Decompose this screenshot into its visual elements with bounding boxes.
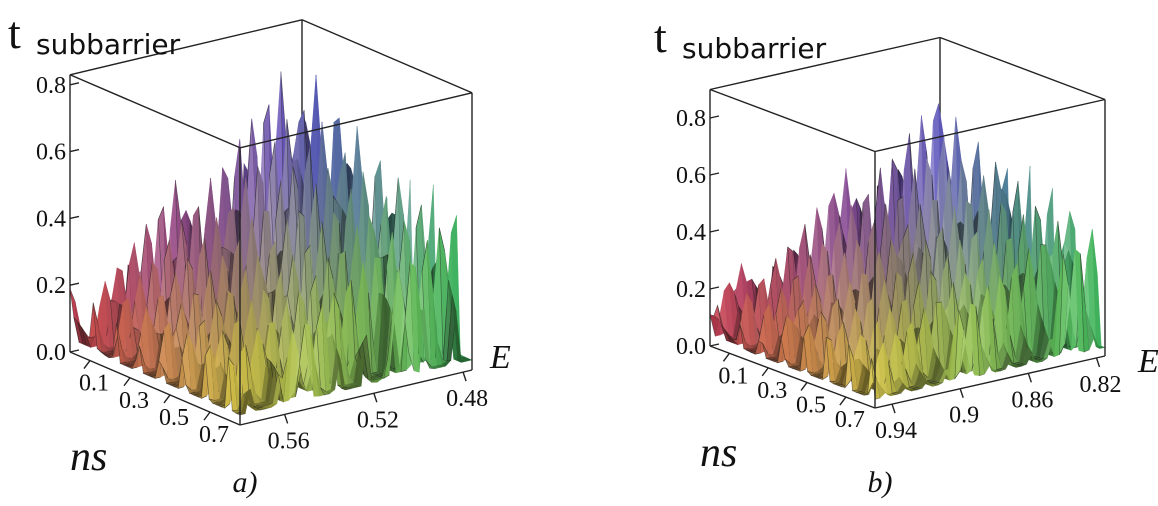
z-tick-label: 0.4 (676, 220, 706, 246)
x-tick-label: 0.3 (119, 388, 149, 414)
z-tick-label: 0.2 (676, 277, 706, 303)
z-axis-label: t (8, 7, 21, 58)
z-tick-label: 0.6 (676, 163, 706, 189)
x-tick-label: 0.5 (796, 392, 826, 418)
y-tick-label: 0.48 (446, 386, 488, 412)
z-tick-label: 0.0 (676, 334, 706, 360)
x-tick-label: 0.1 (718, 363, 748, 389)
y-tick-label: 0.56 (268, 428, 310, 454)
panel-label: b) (868, 466, 893, 499)
z-tick-label: 0.8 (676, 106, 706, 132)
z-axis-label-sub: subbarrier (36, 28, 181, 61)
z-tick-label: 0.8 (36, 73, 66, 99)
y-tick-label: 0.52 (357, 407, 399, 433)
z-axis-label-sub: subbarrier (682, 32, 827, 65)
y-tick-label: 0.94 (875, 418, 917, 444)
y-tick-label: 0.9 (949, 403, 979, 429)
x-tick-label: 0.1 (79, 371, 109, 397)
z-tick-label: 0.0 (36, 340, 66, 366)
y-tick-label: 0.82 (1079, 372, 1121, 398)
z-tick-label: 0.4 (36, 206, 66, 232)
x-tick-label: 0.7 (199, 422, 229, 448)
x-tick-label: 0.7 (835, 407, 865, 433)
z-axis-label: t (654, 11, 667, 62)
y-axis-label: E (489, 339, 511, 376)
x-axis-label: ns (70, 434, 107, 480)
x-tick-label: 0.3 (757, 378, 787, 404)
y-tick-label: 0.86 (1011, 387, 1053, 413)
z-tick-label: 0.2 (36, 273, 66, 299)
z-tick-label: 0.6 (36, 140, 66, 166)
y-axis-label: E (1137, 343, 1158, 380)
x-axis-label: ns (700, 430, 737, 476)
panel-label: a) (233, 466, 258, 499)
x-tick-label: 0.5 (159, 405, 189, 431)
